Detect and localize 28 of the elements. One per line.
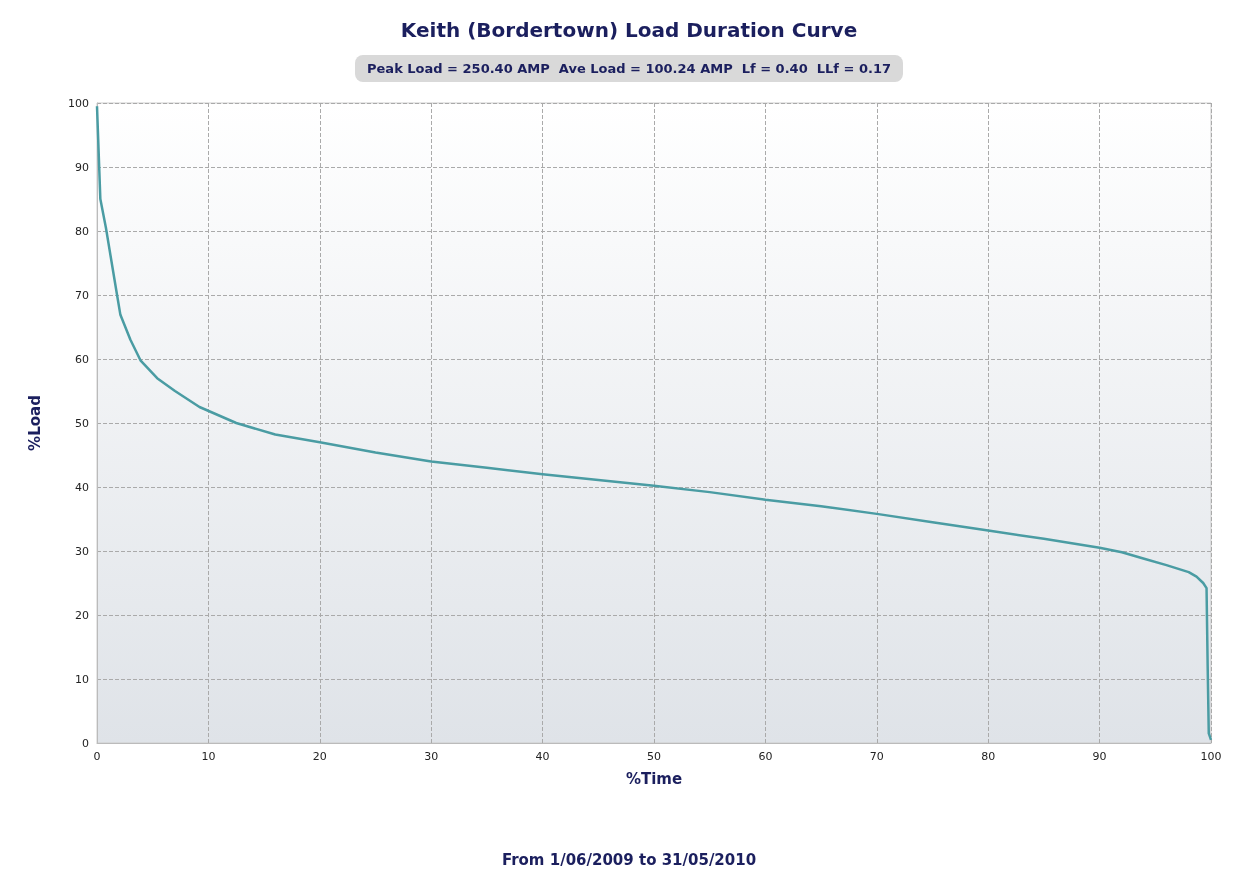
- y-tick-label: 20: [75, 608, 89, 622]
- y-axis-title: %Load: [25, 395, 44, 451]
- x-tick-label: 10: [201, 750, 216, 763]
- x-tick-label: 60: [758, 750, 773, 763]
- y-tick-label: 80: [75, 224, 89, 238]
- chart-subtitle: Peak Load = 250.40 AMP Ave Load = 100.24 AMP Lf = 0.40 LLf = 0.17: [367, 61, 891, 76]
- x-tick-label: 80: [981, 750, 996, 763]
- y-tick-label: 100: [68, 96, 89, 110]
- x-tick-label: 70: [869, 750, 884, 763]
- y-tick-label: 0: [82, 736, 89, 750]
- x-tick-label: 100: [1200, 750, 1222, 763]
- y-tick-label: 50: [75, 416, 89, 430]
- x-tick-label: 20: [312, 750, 327, 763]
- line-series: [95, 104, 1213, 742]
- text: From 1/06/2009 to 31/05/2010: [501, 850, 757, 869]
- x-tick-label: 40: [535, 750, 550, 763]
- y-tick-label: 60: [75, 352, 89, 366]
- x-tick-label: 0: [93, 750, 101, 763]
- x-axis-title: %Time: [625, 769, 683, 788]
- y-tick-label: 90: [75, 160, 89, 174]
- y-tick-label: 30: [75, 544, 89, 558]
- x-tick-label: 90: [1092, 750, 1107, 763]
- x-tick-label: 30: [424, 750, 439, 763]
- y-tick-label: 40: [75, 480, 89, 494]
- y-tick-label: 70: [75, 288, 89, 302]
- y-tick-label: 10: [75, 672, 89, 686]
- chart-title: Keith (Bordertown) Load Duration Curve: [400, 18, 858, 42]
- x-tick-label: 50: [647, 750, 661, 763]
